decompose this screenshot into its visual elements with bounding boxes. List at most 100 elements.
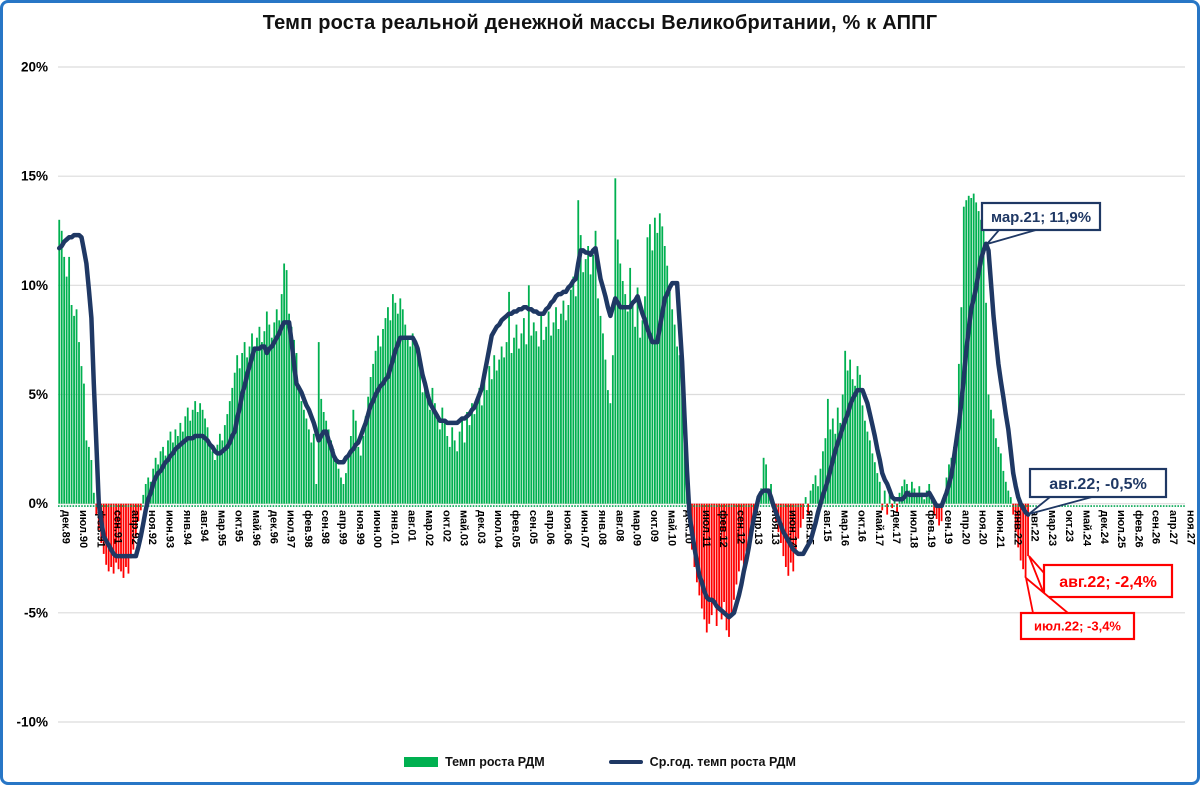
bar [406, 335, 409, 504]
bar [1009, 497, 1012, 504]
x-tick-label: июн.07 [579, 510, 591, 548]
x-tick-label: дек.17 [890, 510, 902, 544]
x-tick-label: июл.90 [77, 510, 89, 548]
bar [609, 403, 612, 504]
x-tick-label: сен.19 [942, 510, 954, 544]
bar [542, 339, 545, 504]
bar [644, 296, 646, 504]
bar [720, 503, 723, 620]
y-tick-label: 20% [21, 60, 48, 75]
x-tick-label: дек.03 [475, 510, 487, 544]
bar [535, 331, 538, 504]
bar [335, 457, 337, 504]
bar [925, 490, 928, 504]
bar [658, 213, 661, 504]
bar [908, 490, 911, 504]
x-tick-label: фев.05 [510, 510, 522, 548]
bar [391, 294, 394, 504]
bar [668, 291, 671, 504]
bar [980, 219, 982, 504]
bar [859, 374, 861, 504]
bar [357, 446, 360, 504]
bar [955, 438, 958, 504]
bar [364, 416, 367, 504]
x-tick-label: дек.96 [267, 510, 279, 544]
bar [117, 503, 120, 570]
bar [169, 431, 172, 504]
bar [290, 326, 293, 504]
x-tick-label: фев.12 [717, 510, 729, 548]
x-tick-label: май.03 [458, 510, 470, 546]
bar [540, 315, 543, 504]
bar [873, 462, 876, 504]
bar [446, 436, 449, 504]
bar [653, 217, 656, 504]
x-tick-label: ноя.27 [1184, 510, 1196, 545]
bar [58, 219, 61, 504]
bar [241, 353, 244, 504]
bar [209, 442, 211, 504]
bar [935, 503, 938, 519]
bar [903, 479, 906, 504]
bar [1007, 490, 1010, 504]
bar [876, 473, 879, 504]
bar [651, 250, 654, 504]
bar [78, 342, 80, 504]
bar [105, 503, 108, 565]
x-tick-label: июл.25 [1115, 510, 1127, 548]
bar [396, 313, 399, 504]
bar [485, 390, 488, 504]
bar [619, 263, 622, 504]
x-tick-label: авг.15 [821, 510, 833, 542]
x-tick-label: май.10 [665, 510, 677, 546]
bar [503, 357, 505, 504]
x-tick-label: дек.89 [60, 510, 72, 544]
y-tick-label: 15% [21, 169, 48, 184]
x-tick-label: мар.09 [631, 510, 643, 546]
annotation-red: авг.22; -2,4% [1028, 555, 1174, 599]
bar [231, 387, 234, 504]
bar [678, 355, 681, 504]
bar [263, 331, 266, 504]
x-tick-label: фев.19 [925, 510, 937, 548]
bar [814, 475, 817, 504]
bar [1012, 503, 1015, 515]
bar [120, 503, 122, 572]
x-tick-label: июн.00 [371, 510, 383, 548]
bar [649, 224, 651, 504]
annotation-text: мар.21; 11,9% [991, 209, 1091, 226]
bar [191, 409, 194, 504]
x-tick-label: янв.01 [388, 510, 400, 545]
bar [807, 503, 809, 515]
bar [419, 368, 421, 504]
bar [589, 274, 592, 504]
y-tick-label: 10% [21, 278, 48, 293]
bar [611, 355, 614, 504]
bar [602, 333, 604, 504]
bar [347, 455, 350, 504]
annotation-text: июл.22; -3,4% [1034, 619, 1121, 634]
bar [866, 431, 869, 504]
bar [607, 390, 609, 504]
bar [730, 503, 733, 618]
bar [742, 503, 745, 567]
bar [673, 324, 676, 504]
bar [728, 503, 730, 637]
bar [354, 420, 357, 504]
bar [881, 503, 884, 511]
bar [374, 350, 377, 504]
bar [436, 418, 439, 504]
bar [167, 440, 169, 504]
annotation-tail [984, 229, 1037, 246]
x-tick-label: апр.99 [337, 510, 349, 545]
bar [295, 353, 298, 504]
bar [226, 414, 229, 504]
bar [698, 503, 701, 596]
x-tick-label: окт.95 [233, 510, 245, 542]
bar [181, 431, 184, 504]
bar [505, 342, 508, 504]
bar [352, 409, 355, 504]
bar [431, 387, 434, 504]
bar [822, 451, 824, 504]
bar [676, 346, 679, 504]
